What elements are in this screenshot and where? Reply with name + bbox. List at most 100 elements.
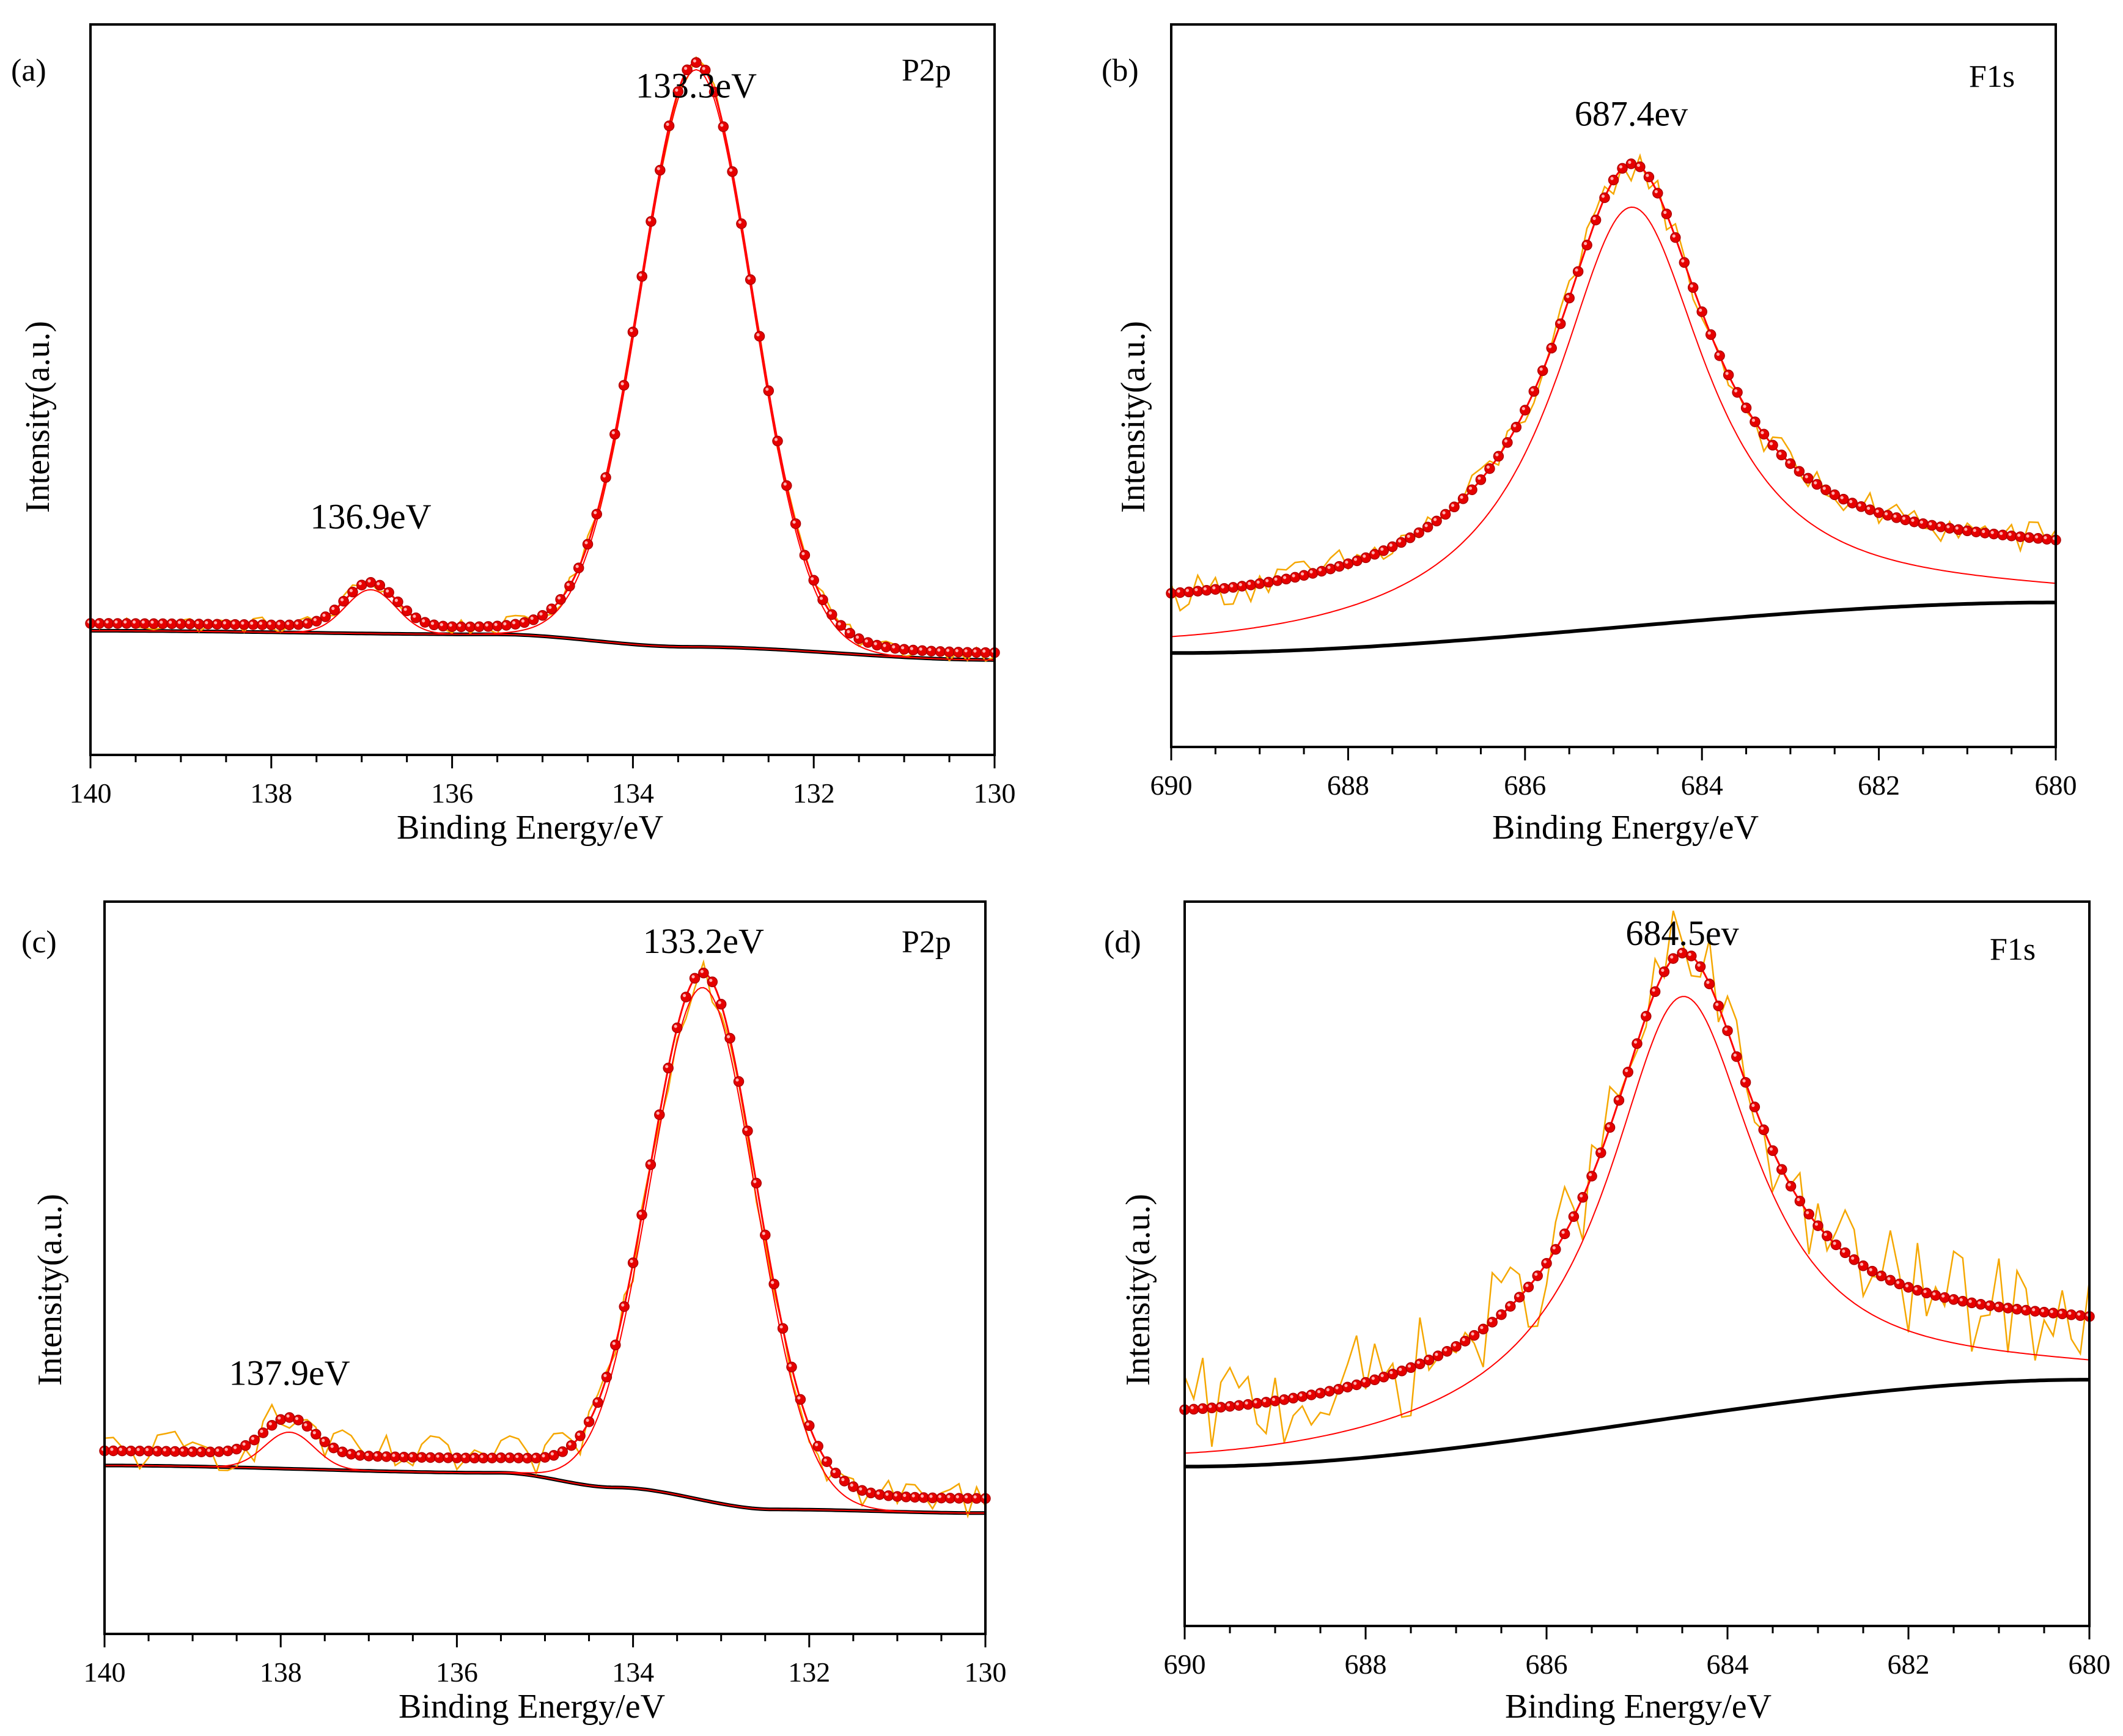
panel-d-fit-marker-highlight xyxy=(1534,1273,1538,1276)
panel-a-fit-marker-highlight xyxy=(819,597,823,600)
panel-c-fit-marker xyxy=(240,1440,251,1451)
panel-c-fit-marker-highlight xyxy=(718,1001,721,1004)
panel-c-fit-marker xyxy=(654,1109,665,1120)
panel-b-fit-marker-highlight xyxy=(1805,475,1808,479)
panel-c-x-tick-label: 132 xyxy=(788,1657,830,1688)
panel-a-fit-marker-highlight xyxy=(982,649,986,653)
panel-a-fit-marker-highlight xyxy=(928,648,932,652)
panel-c-fit-marker-highlight xyxy=(172,1448,175,1452)
panel-c-fit-marker xyxy=(610,1339,621,1351)
panel-d-fit-marker-highlight xyxy=(2050,1310,2053,1314)
panel-c-fit-marker-highlight xyxy=(418,1454,422,1458)
panel-a-fit-marker-highlight xyxy=(160,620,163,624)
panel-b-fit-marker xyxy=(1227,582,1239,593)
panel-a-fit-marker xyxy=(663,120,675,131)
panel-b-fit-marker-highlight xyxy=(1681,259,1685,263)
panel-b-fit-marker-highlight xyxy=(1946,525,1950,529)
panel-b-fit-marker xyxy=(1245,579,1256,590)
panel-b-fit-marker xyxy=(1555,318,1566,329)
panel-a-fit-marker xyxy=(157,618,169,630)
panel-a-fit-marker-highlight xyxy=(666,122,669,126)
panel-d-fit-marker-highlight xyxy=(1679,950,1683,954)
panel-a-fit-marker-highlight xyxy=(594,511,597,515)
panel-b-fit-marker xyxy=(1944,523,1956,534)
panel-d-fit-marker xyxy=(1948,1294,1959,1305)
panel-d-fit-marker-highlight xyxy=(1616,1097,1619,1101)
panel-d-fit-marker-highlight xyxy=(1769,1147,1773,1151)
panel-c-fit-marker-highlight xyxy=(427,1454,431,1458)
panel-a-peak-component-2 xyxy=(90,589,995,661)
panel-c-fit-marker xyxy=(715,999,727,1010)
panel-b-fit-marker-highlight xyxy=(1911,518,1915,522)
panel-c-fit-marker-highlight xyxy=(973,1495,977,1499)
panel-a-fit-marker-highlight xyxy=(223,621,226,625)
panel-c-fit-marker-highlight xyxy=(867,1490,871,1493)
panel-d-fit-marker-highlight xyxy=(1661,968,1665,972)
panel-a-x-tick-label: 130 xyxy=(974,778,1016,809)
panel-d-fit-marker xyxy=(1912,1285,1923,1296)
panel-c-fit-marker-highlight xyxy=(234,1446,237,1449)
panel-d-fit-marker xyxy=(1251,1398,1263,1409)
panel-d-fit-marker xyxy=(1387,1369,1399,1380)
panel-a-fit-marker-highlight xyxy=(476,623,480,627)
panel-a-fit-marker xyxy=(184,619,196,630)
panel-c-fit-marker-highlight xyxy=(586,1418,589,1422)
panel-d-fit-marker-highlight xyxy=(1371,1377,1375,1380)
panel-b-fit-marker-highlight xyxy=(1212,586,1216,590)
panel-d-fit-marker-highlight xyxy=(1254,1400,1257,1403)
panel-b-fit-marker xyxy=(1466,484,1477,495)
panel-a-fit-marker xyxy=(510,619,521,630)
panel-c-fit-marker xyxy=(187,1446,198,1457)
panel-a-fit-marker-highlight xyxy=(503,622,507,626)
panel-a-fit-marker xyxy=(284,619,295,631)
panel-d-fit-marker xyxy=(1487,1317,1498,1328)
panel-c-fit-marker xyxy=(962,1493,973,1504)
panel-d-fit-marker-highlight xyxy=(2032,1308,2036,1312)
panel-b-fit-marker xyxy=(1732,387,1743,398)
panel-b-fit-marker-highlight xyxy=(1778,452,1782,455)
panel-d-fit-marker xyxy=(1369,1374,1380,1386)
panel-b-fit-marker xyxy=(1201,584,1212,596)
panel-d-fit-marker-highlight xyxy=(1751,1103,1755,1107)
panel-b-fit-marker xyxy=(1935,521,1946,532)
panel-a-fit-marker-highlight xyxy=(96,620,100,624)
panel-b-fit-marker xyxy=(1316,565,1327,577)
panel-d-fit-marker xyxy=(1822,1230,1833,1241)
panel-b-x-tick-label: 688 xyxy=(1327,770,1369,801)
panel-d-fit-marker-highlight xyxy=(1869,1268,1872,1271)
panel-b-fit-marker-highlight xyxy=(1619,165,1623,169)
panel-b-plot-frame xyxy=(1170,23,2057,748)
panel-c-fit-marker xyxy=(328,1442,339,1454)
panel-d-fit-marker xyxy=(1514,1292,1525,1303)
panel-c-fit-marker-highlight xyxy=(621,1303,625,1307)
panel-c-fit-marker xyxy=(513,1452,524,1463)
panel-c-fit-marker xyxy=(601,1372,613,1383)
panel-a-fit-marker-highlight xyxy=(241,621,245,625)
panel-a-fit-marker-highlight xyxy=(729,168,733,172)
panel-c-fit-marker xyxy=(311,1429,322,1440)
panel-a-fit-marker xyxy=(491,620,503,631)
panel-a-fit-marker-highlight xyxy=(774,438,778,441)
panel-c-fit-marker-highlight xyxy=(630,1259,633,1263)
panel-b-fit-marker xyxy=(1953,524,1964,535)
panel-c-fit-marker-highlight xyxy=(903,1493,907,1497)
panel-a-tag: (a) xyxy=(11,53,46,88)
panel-d-fit-marker xyxy=(1875,1270,1887,1282)
panel-c-fit-marker xyxy=(257,1427,269,1438)
panel-c-fit-marker-highlight xyxy=(850,1484,853,1487)
panel-b-x-axis-title: Binding Energy/eV xyxy=(1492,809,1759,847)
panel-b-fit-marker-highlight xyxy=(1486,465,1490,469)
panel-d-fit-marker-highlight xyxy=(1435,1353,1438,1356)
panel-b-fit-marker xyxy=(1174,587,1186,598)
panel-c-fit-marker-highlight xyxy=(207,1449,210,1452)
panel-d-fit-marker xyxy=(1649,986,1661,998)
panel-d-fit-marker-highlight xyxy=(1299,1393,1303,1397)
panel-c-fit-marker xyxy=(830,1468,841,1479)
panel-a-fit-marker-highlight xyxy=(196,620,199,625)
panel-c-fit-marker xyxy=(909,1491,921,1503)
panel-a-fit-marker-highlight xyxy=(892,645,896,649)
panel-a-fit-marker-highlight xyxy=(874,642,877,645)
panel-d-fit-marker xyxy=(1722,1025,1733,1036)
panel-a-fit-marker-highlight xyxy=(964,649,968,653)
